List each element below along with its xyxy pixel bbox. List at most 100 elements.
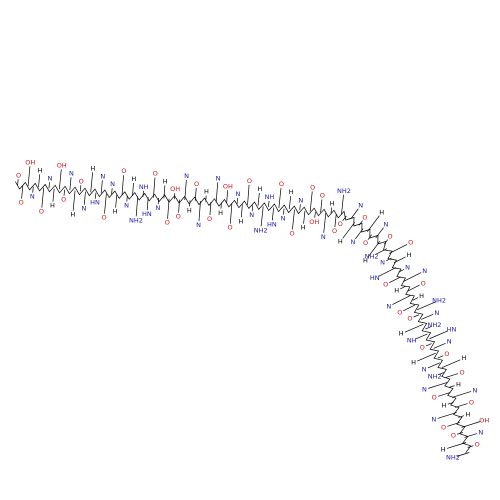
atom-label: H xyxy=(50,202,55,210)
bond xyxy=(367,234,372,240)
atom-label: H xyxy=(131,175,136,183)
atom-label: H xyxy=(301,224,306,232)
atom-label: O xyxy=(388,232,393,240)
bond xyxy=(403,304,416,312)
atom-label: H xyxy=(442,401,447,409)
atom-label: N xyxy=(298,196,303,204)
atom-label: O xyxy=(165,219,170,227)
atom-label: N xyxy=(235,190,240,198)
bond xyxy=(184,180,187,201)
bond xyxy=(437,412,457,419)
atom-label: O xyxy=(320,192,325,200)
bond xyxy=(398,269,405,273)
bond xyxy=(451,391,472,398)
atom-label: H xyxy=(456,380,461,388)
bond xyxy=(69,177,72,191)
bond xyxy=(437,392,451,397)
atom-label: O xyxy=(432,394,437,402)
atom-label: H xyxy=(379,209,384,217)
bond xyxy=(425,326,431,330)
bond xyxy=(63,189,65,196)
atom-label: NH2 xyxy=(254,226,268,234)
atom-label: NH2 xyxy=(337,187,351,195)
atom-label: O xyxy=(310,184,315,192)
atom-label: H xyxy=(91,164,96,172)
bond xyxy=(464,433,478,438)
atom-label: OH xyxy=(479,416,489,424)
atom-label: NH2 xyxy=(432,296,446,304)
bond xyxy=(90,172,93,193)
atom-label: O xyxy=(207,215,212,223)
bond xyxy=(403,272,422,282)
bond xyxy=(146,197,149,211)
atom-label: N xyxy=(155,204,160,212)
bond xyxy=(251,205,254,212)
atom-label: O xyxy=(420,344,425,352)
bond xyxy=(413,314,420,318)
atom-label: N xyxy=(447,338,452,346)
atom-label: N xyxy=(383,220,388,228)
bond xyxy=(358,220,363,226)
bond xyxy=(178,199,180,213)
atom-label: O xyxy=(247,177,252,185)
bond xyxy=(378,267,397,277)
bond xyxy=(341,194,344,215)
bond xyxy=(229,203,233,224)
atom-label: O xyxy=(441,424,446,432)
atom-label: O xyxy=(227,224,232,232)
atom-label: O xyxy=(79,177,84,185)
atom-label: OH xyxy=(170,185,180,193)
bond xyxy=(445,373,459,378)
bond xyxy=(132,182,134,196)
bond xyxy=(458,415,465,418)
atom-label: NH xyxy=(139,183,149,191)
atom-label: N xyxy=(422,267,427,275)
bond xyxy=(467,445,474,448)
bond xyxy=(72,190,76,211)
atom-label: OH xyxy=(25,158,35,166)
bond xyxy=(240,204,243,218)
atom-label: NH xyxy=(407,337,417,345)
bond xyxy=(226,190,228,204)
atom-label: O xyxy=(332,227,337,235)
bond xyxy=(461,421,481,428)
bond xyxy=(59,169,62,190)
bond xyxy=(421,314,434,320)
atom-label: H xyxy=(407,251,412,259)
bond xyxy=(257,192,260,206)
bond xyxy=(260,206,264,227)
bond xyxy=(407,284,420,292)
bond xyxy=(215,182,219,203)
bond xyxy=(386,257,392,262)
bond xyxy=(441,359,461,368)
bond xyxy=(342,222,356,239)
atom-label: O xyxy=(194,180,199,188)
atom-label: O xyxy=(397,309,402,317)
atom-label: N xyxy=(281,215,286,223)
bond xyxy=(393,256,406,264)
bond xyxy=(111,188,113,195)
bond xyxy=(355,228,364,240)
bond xyxy=(416,301,436,311)
atom-label: N xyxy=(184,172,189,180)
bond xyxy=(400,285,406,290)
bond xyxy=(153,177,156,198)
atom-label: O xyxy=(421,279,426,287)
bond xyxy=(115,194,118,208)
bond xyxy=(404,323,424,333)
bond xyxy=(104,193,107,214)
bond xyxy=(433,342,446,349)
bond xyxy=(299,204,301,211)
bond xyxy=(392,295,411,305)
bond xyxy=(271,207,274,221)
bond xyxy=(135,196,139,217)
atom-label: HN xyxy=(142,210,152,218)
atom-label: H xyxy=(70,211,75,219)
atom-label: H xyxy=(411,359,416,367)
atom-label: O xyxy=(153,170,158,178)
bond xyxy=(247,184,250,205)
atom-label: H xyxy=(441,446,446,454)
atom-label: N xyxy=(431,416,436,424)
bond xyxy=(121,175,124,196)
atom-label: O xyxy=(176,213,181,221)
